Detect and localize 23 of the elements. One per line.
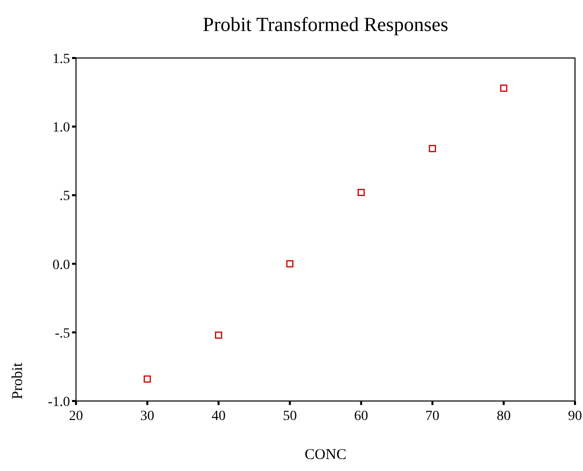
x-tick-label: 30 bbox=[140, 409, 154, 424]
point bbox=[214, 332, 222, 339]
y-tick-label: 1.5 bbox=[52, 52, 70, 67]
y-tick-label: -.5 bbox=[54, 326, 70, 342]
x-tick-label: 70 bbox=[425, 409, 440, 424]
point bbox=[428, 144, 436, 152]
point bbox=[358, 188, 365, 196]
y-tick-label: 0.0 bbox=[52, 258, 70, 273]
x-tick-label: 60 bbox=[354, 409, 368, 424]
point bbox=[144, 375, 151, 383]
x-tick-label: 80 bbox=[496, 409, 511, 424]
point bbox=[500, 84, 508, 92]
chart-title: Probit Transformed Responses bbox=[202, 14, 448, 36]
y-tick-label: -1.0 bbox=[48, 395, 70, 410]
x-tick-label: 50 bbox=[282, 409, 297, 424]
x-tick-label: 20 bbox=[69, 409, 83, 424]
x-tick-label: 90 bbox=[568, 409, 582, 424]
y-tick-label: .5 bbox=[60, 189, 70, 204]
x-tick-label: 40 bbox=[212, 409, 226, 424]
y-axis-title: Probit bbox=[10, 362, 26, 400]
point bbox=[286, 260, 294, 268]
x-axis-title: CONC bbox=[304, 447, 346, 463]
y-tick-label: 1.0 bbox=[52, 120, 70, 136]
